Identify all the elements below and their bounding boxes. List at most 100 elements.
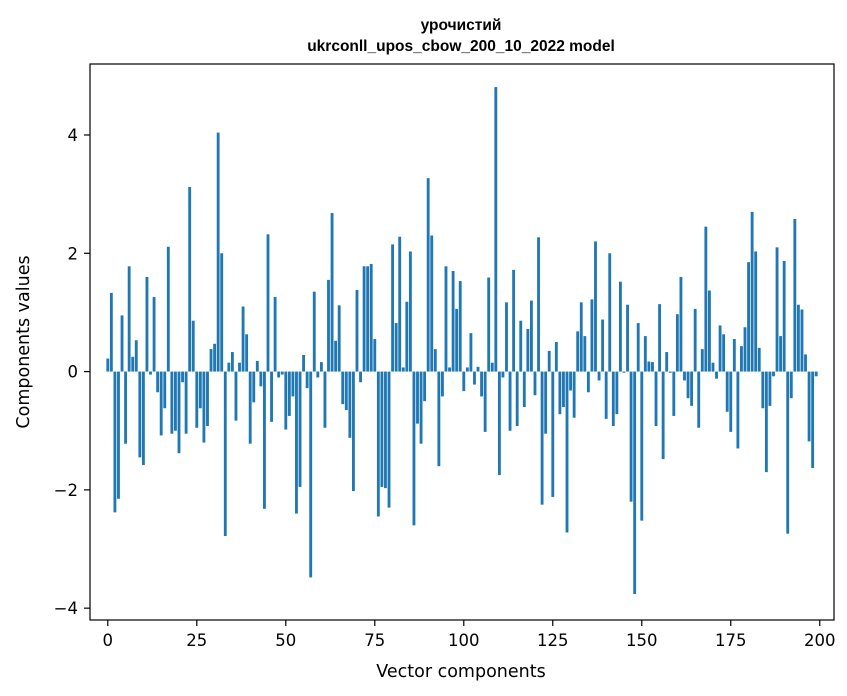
bar-94 (441, 371, 444, 397)
bar-69 (352, 371, 355, 492)
bar-58 (312, 291, 316, 372)
bar-106 (483, 371, 487, 432)
bar-65 (337, 305, 341, 372)
bar-71 (359, 371, 362, 383)
bar-189 (779, 336, 783, 372)
bar-56 (305, 371, 309, 389)
bar-161 (679, 276, 683, 372)
bar-72 (362, 266, 366, 372)
bar-157 (665, 352, 669, 372)
bar-192 (789, 371, 793, 399)
bar-15 (159, 371, 163, 436)
bar-170 (711, 362, 715, 372)
bar-59 (316, 371, 320, 378)
bar-10 (141, 371, 145, 466)
x-axis: 0 25 50 75 100 125 150 175 200 (103, 620, 836, 650)
bar-102 (469, 333, 473, 372)
x-tick-label: 100 (448, 631, 480, 650)
bar-66 (341, 371, 345, 405)
bar-19 (174, 371, 177, 431)
bar-116 (519, 320, 523, 372)
y-axis-label: Components values (14, 255, 34, 428)
y-axis: −4 −2 0 2 4 (54, 126, 90, 618)
bars (106, 87, 818, 594)
x-tick-label: 150 (626, 631, 658, 650)
bar-90 (426, 178, 430, 372)
plot-frame (89, 63, 835, 621)
bar-12 (149, 371, 152, 375)
x-tick-label: 0 (103, 631, 114, 650)
bar-160 (675, 314, 679, 372)
bar-156 (661, 371, 665, 460)
bar-111 (501, 371, 505, 378)
bar-199 (814, 371, 818, 377)
bar-97 (451, 271, 455, 372)
bar-152 (647, 361, 651, 372)
bar-120 (533, 371, 537, 396)
bar-193 (793, 218, 797, 372)
bar-0 (106, 358, 110, 372)
bar-115 (515, 371, 519, 426)
bar-104 (476, 366, 480, 372)
bar-138 (597, 371, 601, 381)
bar-99 (458, 281, 462, 372)
bar-127 (558, 371, 562, 415)
bar-179 (743, 327, 747, 372)
x-tick-label: 50 (275, 631, 296, 650)
bar-124 (547, 350, 551, 372)
bar-174 (725, 371, 729, 412)
bar-128 (562, 371, 565, 408)
bar-185 (764, 371, 768, 473)
bar-88 (419, 371, 423, 444)
y-tick-label: −4 (54, 599, 78, 618)
bar-32 (220, 253, 224, 372)
bar-67 (344, 371, 348, 411)
bar-125 (551, 371, 555, 497)
bar-40 (248, 371, 252, 444)
bar-17 (166, 246, 170, 372)
bar-184 (761, 371, 765, 409)
bar-30 (213, 343, 217, 372)
bar-153 (651, 362, 654, 372)
bar-89 (423, 371, 427, 402)
bar-2 (113, 371, 117, 513)
bar-163 (686, 371, 690, 399)
bar-167 (700, 349, 704, 372)
bar-121 (537, 237, 540, 372)
bar-145 (622, 371, 626, 373)
bar-51 (287, 371, 291, 416)
bar-82 (398, 236, 402, 372)
bar-151 (643, 336, 647, 372)
bar-63 (330, 213, 334, 372)
bar-62 (327, 279, 330, 372)
bar-73 (366, 266, 370, 372)
y-tick-label: 2 (68, 244, 79, 263)
bar-28 (206, 371, 209, 426)
bar-3 (117, 371, 120, 499)
bar-137 (594, 241, 597, 372)
bar-35 (230, 352, 234, 372)
bar-47 (273, 297, 277, 372)
bar-187 (772, 371, 775, 377)
bar-78 (384, 371, 387, 489)
bar-101 (465, 367, 469, 372)
bar-155 (658, 304, 661, 372)
bar-26 (198, 371, 202, 409)
bar-91 (430, 235, 434, 372)
bar-92 (433, 349, 437, 372)
bar-93 (437, 371, 441, 467)
bar-107 (487, 277, 491, 372)
bar-87 (416, 371, 419, 424)
bar-74 (369, 263, 373, 372)
bar-197 (807, 371, 811, 442)
bar-49 (280, 371, 284, 375)
bar-25 (195, 371, 199, 428)
bar-108 (490, 362, 494, 372)
bar-176 (732, 339, 736, 372)
bar-24 (191, 320, 195, 372)
bar-11 (145, 276, 149, 372)
y-tick-label: 0 (68, 363, 79, 382)
bar-50 (284, 371, 288, 430)
bar-135 (586, 371, 590, 393)
x-axis-label: Vector components (376, 662, 545, 682)
